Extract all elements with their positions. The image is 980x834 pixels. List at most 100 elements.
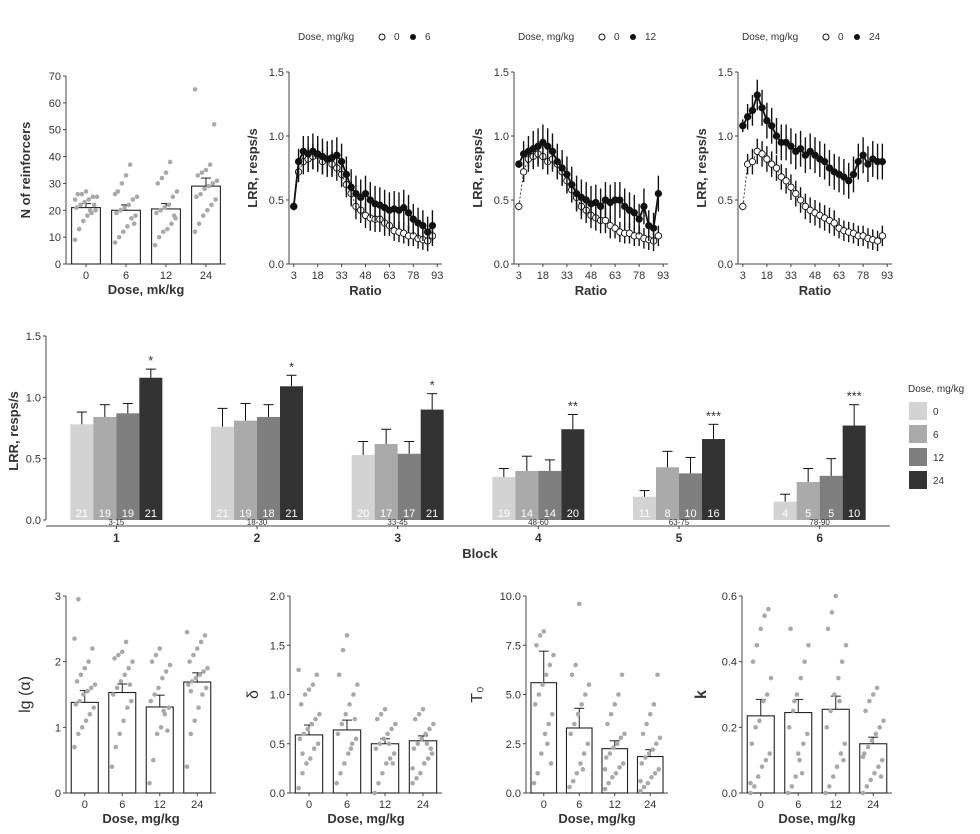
- lg-alpha-data-point: [149, 659, 155, 664]
- lrr-dose-12-point-12: [596, 202, 605, 211]
- delta-data-point: [317, 711, 322, 717]
- lrr-by-block-significance: ***: [706, 408, 721, 423]
- k-data-point: [753, 725, 758, 730]
- lrr-dose-24-x-tick-label: 63: [833, 270, 845, 282]
- lrr-by-block-n-label: 14: [521, 508, 533, 520]
- k-x-tick-label: 0: [758, 799, 764, 811]
- n-reinforcers-data-point: [72, 237, 78, 243]
- lrr-dose-12-point-12: [572, 189, 581, 198]
- n-reinforcers-data-point: [202, 186, 207, 192]
- delta-data-point: [416, 711, 422, 717]
- t0-bar: [565, 727, 593, 794]
- lrr-by-block-block-label: 3: [394, 531, 401, 545]
- delta-data-point: [306, 687, 312, 692]
- lrr-dose-24-x-tick-label: 48: [809, 270, 821, 282]
- k-data-point: [785, 790, 791, 796]
- n-reinforcers-data-point: [82, 199, 87, 205]
- k-data-point: [754, 642, 760, 648]
- delta-data-point: [410, 780, 415, 786]
- lg-alpha-data-point: [188, 731, 194, 737]
- t0-data-point: [618, 735, 624, 741]
- lrr-dose-6-point-6: [428, 221, 437, 230]
- k-x-label: Dose, mg/kg: [778, 811, 855, 826]
- k-data-point: [766, 606, 771, 612]
- n-reinforcers-data-point: [165, 226, 170, 232]
- t0-data-point: [537, 633, 543, 638]
- k-data-point: [824, 725, 830, 730]
- lrr-by-block-block-label: 5: [676, 531, 683, 545]
- panel-lrr-dose-6: 0.0 0.5 1.0 1.5 3 18 33 48 63 78 93 Ratio LRR, resps…: [245, 32, 443, 298]
- lg-alpha-data-point: [118, 679, 124, 684]
- lrr-dose-6-y-tick-label: 0.0: [269, 259, 284, 271]
- lrr-by-block-n-label: 21: [145, 508, 157, 520]
- lg-alpha-data-point: [147, 780, 152, 786]
- delta-data-point: [302, 692, 308, 697]
- t0-data-point: [622, 731, 627, 737]
- k-data-point: [748, 780, 753, 786]
- lrr-dose-24-point-24: [859, 151, 867, 159]
- lg-alpha-x-tick-label: 6: [119, 799, 125, 811]
- n-reinforcers-data-point: [125, 224, 130, 229]
- lrr-dose-12-legend-title: Dose, mg/kg: [518, 32, 574, 43]
- n-reinforcers-data-point: [194, 194, 199, 200]
- k-data-point: [841, 757, 846, 763]
- lrr-by-block-range-label: 33-45: [387, 518, 408, 527]
- lrr-by-block-y-tick-label: 0.0: [26, 515, 41, 527]
- lrr-by-block-block-label: 2: [254, 531, 261, 545]
- t0-data-point: [531, 780, 537, 786]
- n-reinforcers-data-point: [91, 202, 97, 208]
- n-reinforcers-y-tick-label: 40: [49, 152, 61, 164]
- lg-alpha-data-point: [202, 633, 208, 638]
- t0-data-point: [534, 642, 539, 648]
- delta-data-point: [418, 771, 423, 776]
- lrr-by-block-y-tick-label: 1.0: [26, 392, 41, 404]
- t0-data-point: [576, 601, 582, 607]
- t0-data-point: [572, 721, 577, 727]
- lrr-dose-6-y-tick-label: 1.5: [269, 67, 284, 79]
- n-reinforcers-y-tick-label: 10: [49, 232, 61, 244]
- n-reinforcers-x-label: Dose, mk/kg: [108, 282, 185, 297]
- lg-alpha-data-point: [109, 764, 115, 770]
- lrr-dose-24-point-24: [806, 147, 814, 156]
- t0-x-label: Dose, mg/kg: [558, 811, 635, 826]
- n-reinforcers-data-point: [116, 234, 122, 240]
- t0-data-point: [545, 741, 550, 747]
- lg-alpha-data-point: [74, 679, 80, 684]
- lrr-by-block-bar: [796, 481, 820, 520]
- lrr-dose-12-point-12: [649, 224, 658, 232]
- lrr-dose-6-point-6: [361, 189, 370, 198]
- delta-data-point: [353, 736, 359, 742]
- lg-alpha-data-point: [197, 672, 203, 678]
- lrr-dose-12-x-tick-label: 18: [537, 270, 549, 282]
- delta-data-point: [314, 672, 320, 678]
- k-data-point: [759, 764, 765, 770]
- delta-data-point: [383, 761, 389, 766]
- n-reinforcers-data-point: [211, 122, 217, 127]
- t0-data-point: [652, 771, 658, 776]
- lrr-dose-24-point-24: [768, 122, 776, 130]
- lrr-by-block-legend-swatch: [909, 402, 927, 420]
- lrr-dose-12-legend-marker-filled: [630, 34, 636, 40]
- t0-data-point: [647, 711, 653, 717]
- lrr-dose-12-x-tick-label: 78: [633, 270, 645, 282]
- t0-data-point: [651, 702, 657, 707]
- t0-data-point: [602, 786, 608, 792]
- t0-data-point: [641, 784, 647, 790]
- lg-alpha-y-tick-label: 0: [55, 788, 61, 800]
- n-reinforcers-data-point: [93, 207, 98, 213]
- t0-data-point: [539, 751, 544, 756]
- n-reinforcers-data-point: [133, 213, 138, 218]
- panel-lrr-dose-24: 0.0 0.5 1.0 1.5 3 18 33 48 63 78 93 Ratio LRR, resps…: [694, 32, 893, 298]
- lg-alpha-data-point: [78, 672, 84, 678]
- n-reinforcers-data-point: [85, 213, 90, 218]
- t0-data-point: [655, 672, 660, 678]
- delta-x-tick-label: 6: [344, 799, 350, 811]
- lrr-dose-6-y-label: LRR, resps/s: [245, 128, 260, 207]
- k-data-point: [870, 692, 876, 697]
- lg-alpha-data-point: [201, 669, 206, 674]
- lrr-dose-24-x-tick-label: 78: [857, 270, 869, 282]
- delta-data-point: [385, 731, 390, 737]
- delta-data-point: [334, 780, 339, 786]
- lrr-by-block-n-label: 20: [357, 508, 369, 520]
- n-reinforcers-y-label: N of reinforcers: [18, 122, 33, 219]
